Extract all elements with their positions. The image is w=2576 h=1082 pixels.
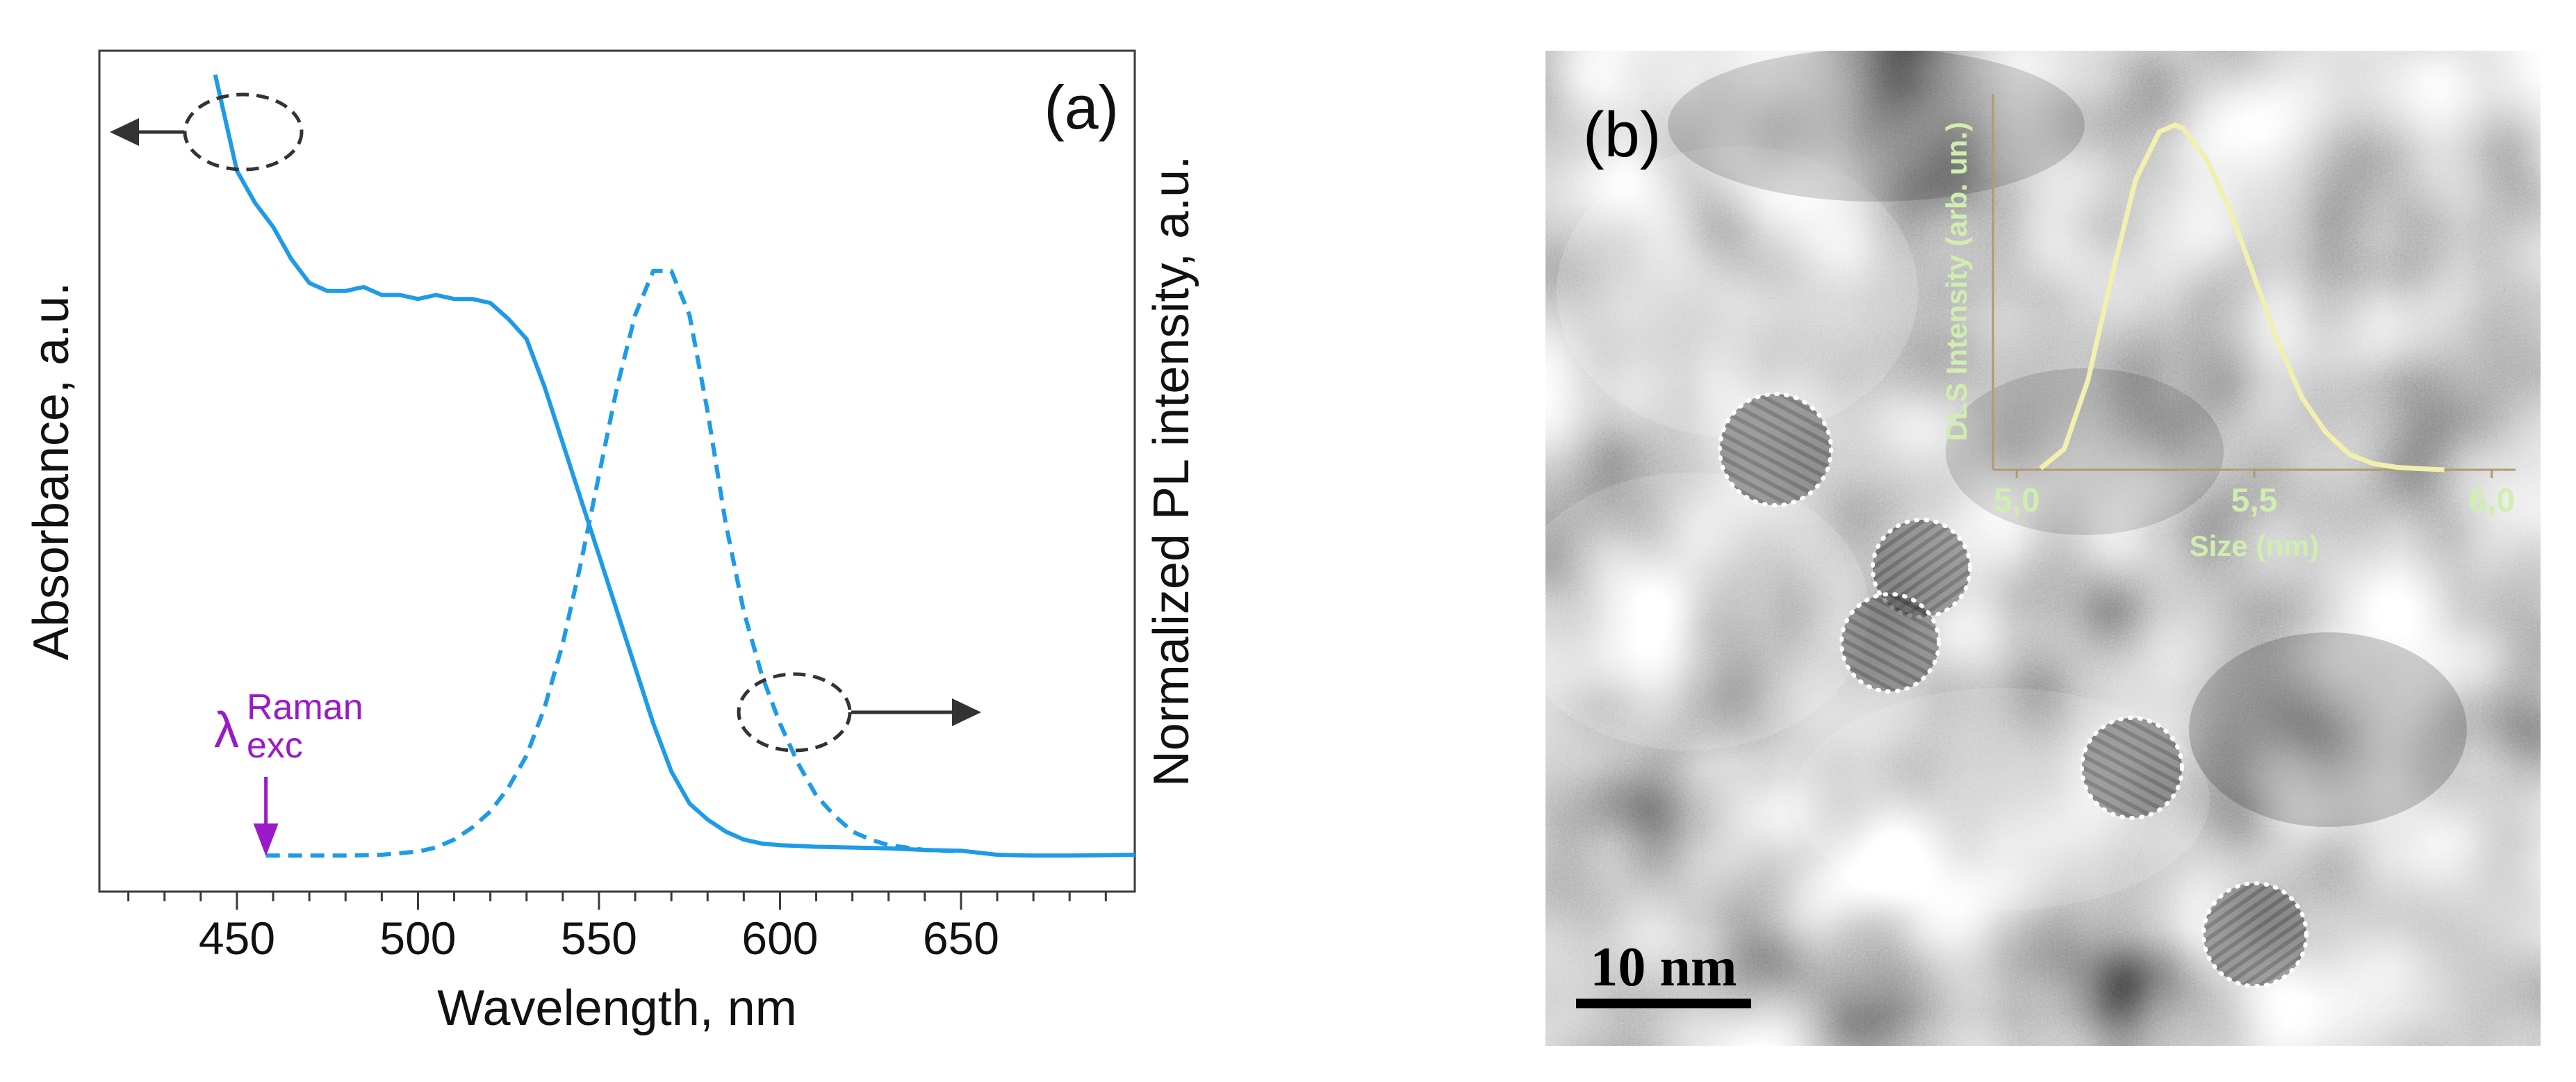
panel-a-series <box>213 74 1135 858</box>
x-tick-label: 600 <box>741 912 818 964</box>
excitation-subscript: exc <box>247 726 303 766</box>
panel-b-tem-image: (b) 10 nm 5,0 5,5 6,0 Size (nm) DLS Intens… <box>1545 51 2541 1046</box>
inset-x-tick-label: 5,0 <box>1994 482 2040 519</box>
x-tick-label: 450 <box>199 912 275 964</box>
inset-x-tick-label: 6,0 <box>2468 482 2515 519</box>
inset-x-ticks: 5,0 5,5 6,0 <box>1994 470 2515 519</box>
inset-series <box>2039 122 2445 473</box>
inset-y-axis-label: DLS Intensity (arb. un.) <box>1940 122 1973 441</box>
nanoparticle-circle <box>1718 392 1833 507</box>
right-arrow-head <box>952 698 981 726</box>
absorbance-curve-marker-ellipse <box>183 92 304 172</box>
dls-series-line <box>2039 122 2445 473</box>
panel-b-label: (b) <box>1583 99 1661 170</box>
panel-a-label: (a) <box>1044 73 1119 142</box>
excitation-arrow-head <box>253 823 279 856</box>
dls-inset-chart: 5,0 5,5 6,0 Size (nm) DLS Intensity (arb. … <box>1940 94 2516 562</box>
excitation-arrow <box>253 777 279 856</box>
inset-x-tick-label: 5,5 <box>2231 482 2278 519</box>
pl-curve-marker-ellipse <box>737 672 852 753</box>
x-tick-label: 500 <box>379 912 456 964</box>
x-tick-label: 550 <box>561 912 637 964</box>
pl-series-line <box>265 268 962 858</box>
left-arrow-head <box>110 118 139 146</box>
x-axis-label: Wavelength, nm <box>437 981 797 1036</box>
nanoparticle-markers <box>1718 392 2308 988</box>
absorbance-series-line <box>213 74 1135 858</box>
excitation-lambda-symbol: λ <box>214 703 239 758</box>
scale-bar <box>1576 999 1751 1008</box>
nanoparticle-circle <box>1839 592 1941 694</box>
x-tick-label: 650 <box>923 912 999 964</box>
excitation-superscript: Raman <box>247 687 363 728</box>
nanoparticle-circle <box>2080 716 2184 820</box>
left-y-axis-label: Absorbance, a.u. <box>24 282 79 660</box>
panel-a-chart: 450 500 550 600 650 (a) Wavelength, nm Absor… <box>24 49 1199 1036</box>
nanoparticle-circle <box>2201 881 2308 988</box>
panel-a-plot-frame <box>98 49 1136 893</box>
scale-bar-label: 10 nm <box>1590 937 1737 998</box>
right-y-axis-label: Normalized PL intensity, a.u. <box>1144 156 1199 787</box>
inset-x-axis-label: Size (nm) <box>2190 530 2320 562</box>
tem-micrograph <box>1545 51 2541 1046</box>
panel-a-x-axis: 450 500 550 600 650 <box>127 892 1107 964</box>
